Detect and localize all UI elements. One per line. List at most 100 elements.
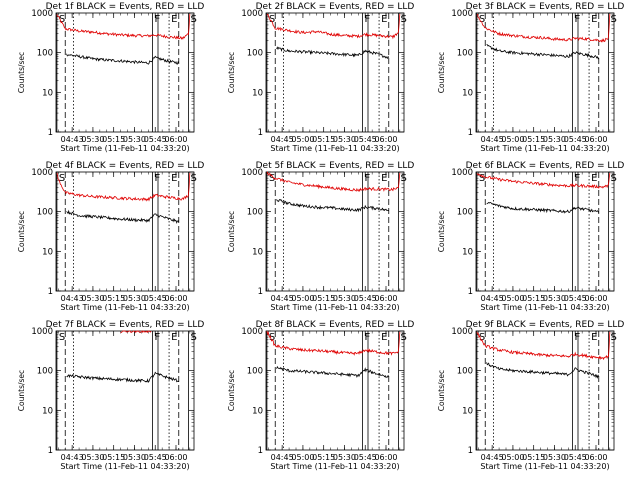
y-tick-label: 1000 — [241, 9, 263, 19]
events-series-line — [486, 362, 600, 379]
marker-label-e: E — [381, 173, 387, 184]
x-axis-label: Start Time (11-Feb-11 04:33:20) — [270, 303, 399, 312]
lld-series-line — [266, 171, 401, 192]
x-axis-label: Start Time (11-Feb-11 04:33:20) — [60, 462, 189, 471]
x-tick-label: 05:00 — [291, 453, 314, 462]
y-tick-label: 100 — [457, 49, 473, 59]
y-axis-label: Counts/sec — [17, 211, 26, 252]
x-axis-label: Start Time (11-Feb-11 04:33:20) — [480, 144, 609, 153]
marker-label-s: S — [59, 173, 65, 184]
y-tick-label: 10 — [42, 88, 53, 98]
x-tick-label: 06:00 — [164, 294, 187, 303]
x-tick-label: 05:45 — [144, 135, 167, 144]
y-tick-label: 1000 — [451, 327, 473, 337]
y-tick-label: 10 — [462, 88, 473, 98]
lld-series-line — [476, 172, 611, 189]
marker-label-s: S — [479, 14, 485, 25]
y-tick-label: 1 — [48, 446, 53, 456]
events-series-line — [66, 53, 180, 65]
y-tick-label: 1 — [258, 128, 263, 138]
plot-frame — [55, 171, 195, 292]
marker-label-f: F — [154, 173, 160, 184]
y-tick-label: 1 — [258, 446, 263, 456]
x-tick-label: 04:45 — [271, 135, 294, 144]
x-tick-label: 05:00 — [501, 294, 524, 303]
marker-label-f: F — [364, 173, 370, 184]
detector-panel-4: Det 4f BLACK = Events, RED = LLD 1 10 100 10… — [17, 161, 204, 312]
x-tick-label: 05:15 — [102, 135, 125, 144]
y-tick-label: 10 — [252, 247, 263, 257]
marker-label-e: E — [171, 332, 177, 343]
marker-label-s: S — [479, 332, 485, 343]
marker-label-f: F — [154, 332, 160, 343]
x-tick-label: 05:45 — [144, 294, 167, 303]
x-tick-label: 06:00 — [374, 135, 397, 144]
detector-panel-9: Det 9f BLACK = Events, RED = LLD 1 10 100 10… — [437, 320, 624, 471]
events-series-line — [486, 201, 600, 214]
events-series-line — [276, 199, 389, 213]
marker-label-s: S — [59, 332, 65, 343]
lld-series-line — [56, 172, 191, 202]
plot-frame — [475, 330, 615, 451]
marker-label-s: S — [190, 14, 196, 25]
y-tick-label: 1000 — [241, 327, 263, 337]
events-series-line — [276, 365, 390, 379]
x-tick-label: 05:15 — [522, 294, 545, 303]
y-axis-label: Counts/sec — [227, 52, 236, 93]
y-tick-label: 1 — [468, 287, 473, 297]
plot-frame — [475, 12, 615, 133]
marker-label-s: S — [400, 14, 406, 25]
marker-label-s: S — [190, 332, 196, 343]
detector-panel-6: Det 6f BLACK = Events, RED = LLD 1 10 100 10… — [437, 161, 624, 312]
x-tick-label: 05:00 — [291, 294, 314, 303]
x-tick-label: 05:30 — [333, 135, 356, 144]
x-tick-label: 05:15 — [102, 453, 125, 462]
lld-series-line — [120, 330, 152, 334]
marker-label-s: S — [269, 332, 275, 343]
x-tick-label: 04:43 — [61, 453, 84, 462]
y-tick-label: 1 — [48, 287, 53, 297]
panel-title: Det 5f BLACK = Events, RED = LLD — [256, 161, 415, 171]
x-tick-label: 05:00 — [501, 453, 524, 462]
marker-label-s: S — [59, 14, 65, 25]
marker-label-e: E — [591, 332, 597, 343]
y-tick-label: 1000 — [451, 168, 473, 178]
plot-frame — [265, 12, 405, 133]
marker-label-f: F — [364, 14, 370, 25]
x-tick-label: 06:00 — [584, 294, 607, 303]
y-tick-label: 1000 — [241, 168, 263, 178]
x-tick-label: 05:00 — [291, 135, 314, 144]
x-axis-label: Start Time (11-Feb-11 04:33:20) — [270, 144, 399, 153]
y-tick-label: 10 — [42, 406, 53, 416]
x-tick-label: 05:45 — [354, 294, 377, 303]
y-tick-label: 100 — [37, 367, 53, 377]
marker-label-e: E — [591, 173, 597, 184]
y-tick-label: 100 — [37, 208, 53, 218]
x-tick-label: 05:15 — [522, 453, 545, 462]
x-axis-label: Start Time (11-Feb-11 04:33:20) — [480, 303, 609, 312]
y-axis-label: Counts/sec — [227, 211, 236, 252]
x-tick-label: 04:45 — [481, 453, 504, 462]
y-tick-label: 100 — [247, 49, 263, 59]
x-tick-label: 06:00 — [374, 294, 397, 303]
x-tick-label: 05:45 — [354, 135, 377, 144]
marker-label-s: S — [610, 332, 616, 343]
x-tick-label: 06:00 — [584, 135, 607, 144]
panel-title: Det 4f BLACK = Events, RED = LLD — [46, 161, 205, 171]
y-axis-label: Counts/sec — [437, 211, 446, 252]
y-tick-label: 1 — [258, 287, 263, 297]
marker-label-e: E — [171, 14, 177, 25]
y-tick-label: 1 — [468, 446, 473, 456]
marker-label-s: S — [400, 173, 406, 184]
x-tick-label: 05:15 — [312, 294, 335, 303]
x-tick-label: 04:45 — [271, 453, 294, 462]
x-tick-label: 05:15 — [312, 453, 335, 462]
y-tick-label: 100 — [247, 208, 263, 218]
marker-label-s: S — [479, 173, 485, 184]
x-axis-label: Start Time (11-Feb-11 04:33:20) — [60, 303, 189, 312]
marker-label-s: S — [400, 332, 406, 343]
x-axis-label: Start Time (11-Feb-11 04:33:20) — [480, 462, 609, 471]
detector-panel-2: Det 2f BLACK = Events, RED = LLD 1 10 100 10… — [227, 2, 414, 153]
y-tick-label: 100 — [247, 367, 263, 377]
